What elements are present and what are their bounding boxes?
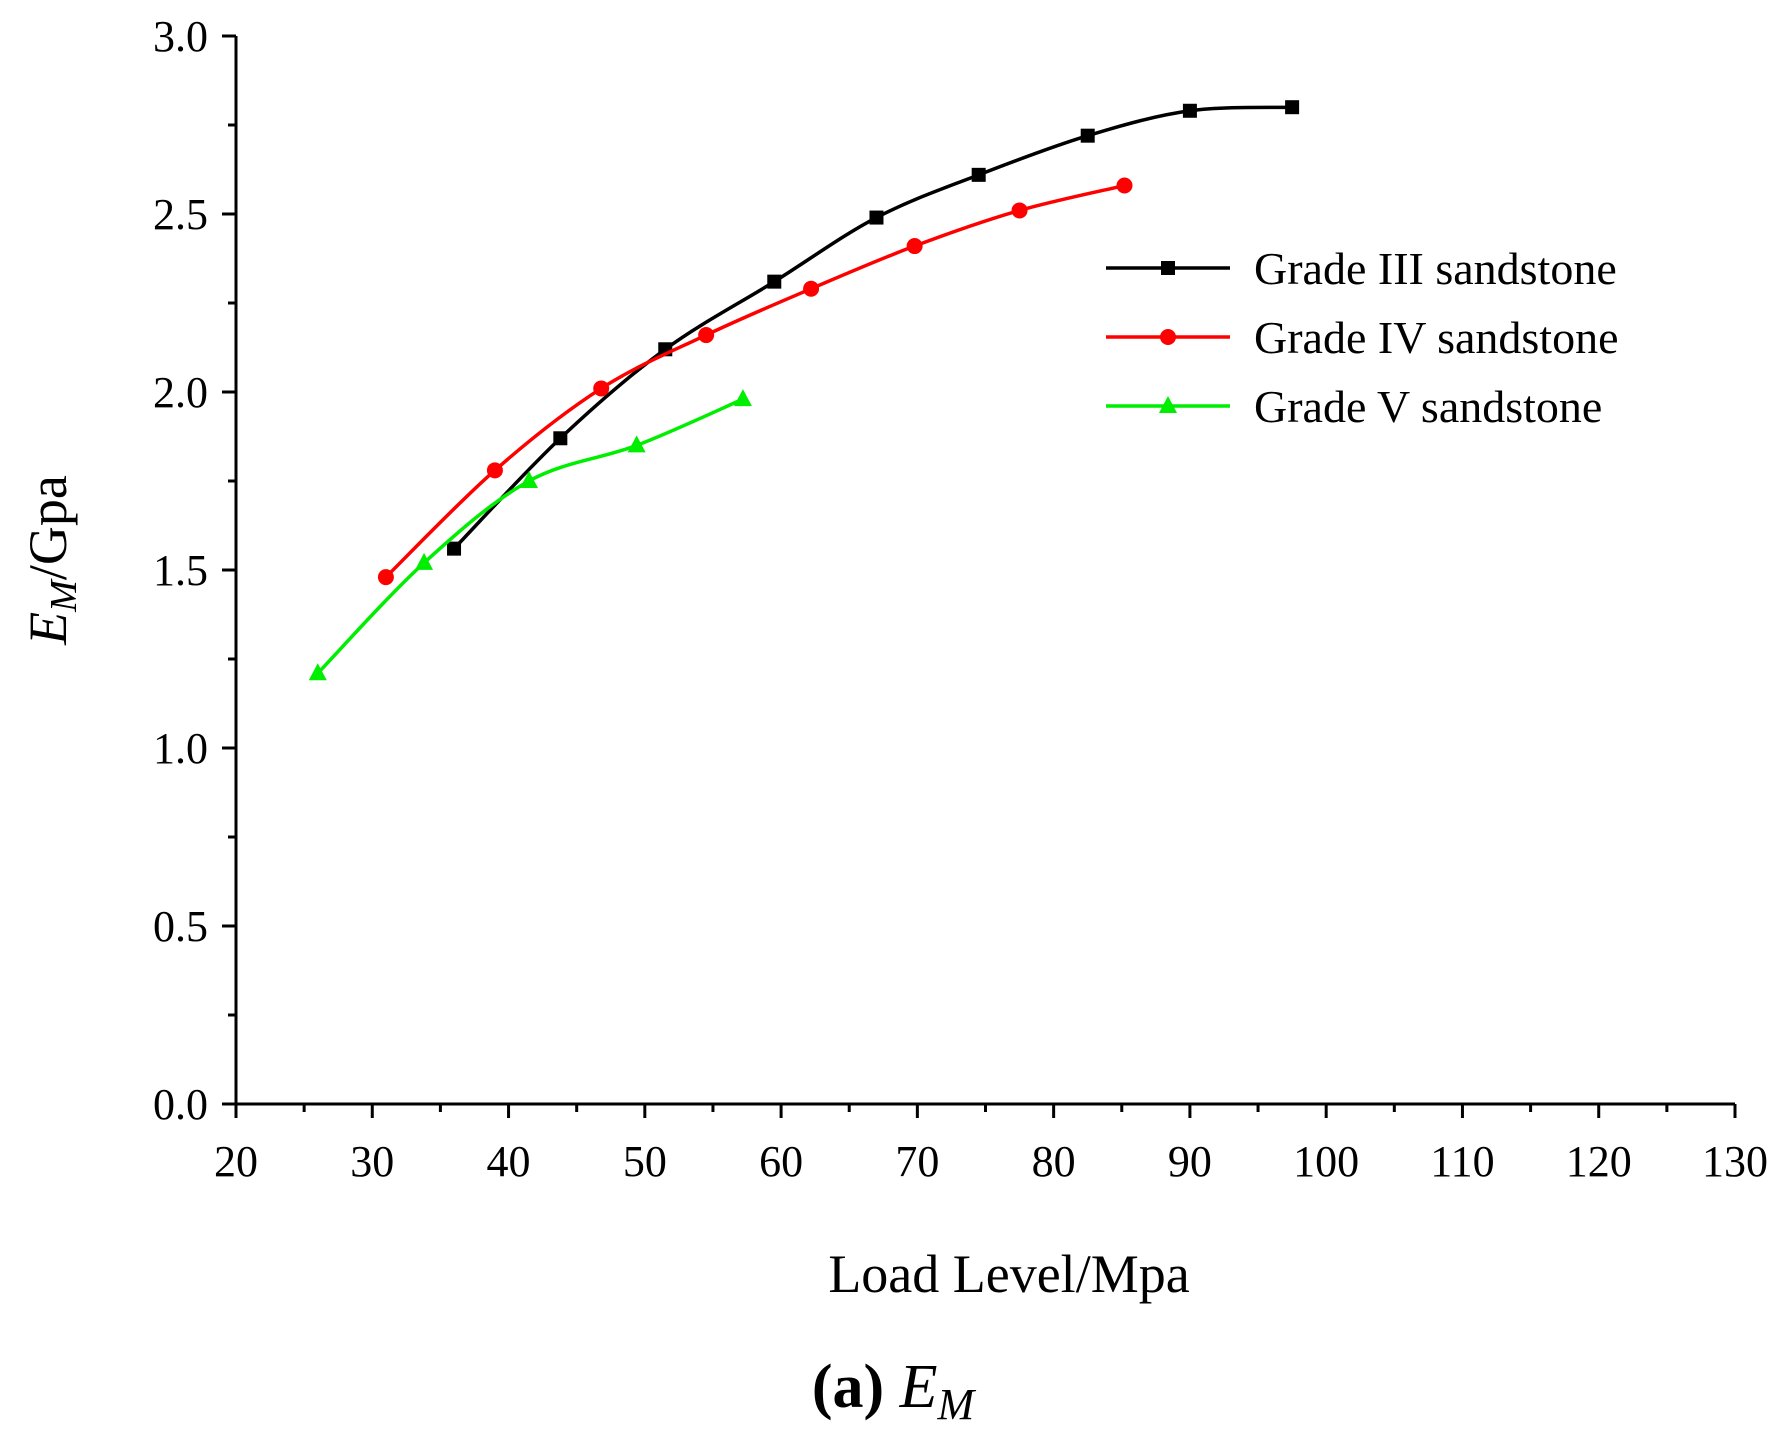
y-axis-title: EM/Gpa: [18, 475, 85, 646]
axes: 20 30 40 50 60 70 80 90 100 110 120 130 0.0 0.5 1.0 1.5…: [153, 12, 1768, 1186]
y-tick-label: 0.0: [153, 1080, 208, 1129]
data-point: [803, 280, 820, 297]
x-tick-label: 50: [623, 1137, 667, 1186]
x-tick-label: 110: [1430, 1137, 1494, 1186]
y-axis-title-symbol: E: [18, 612, 78, 646]
y-tick-label: 2.5: [153, 190, 208, 239]
figure-caption: (a) EM: [812, 1353, 977, 1429]
y-tick-label: 1.5: [153, 546, 208, 595]
data-point: [1116, 177, 1133, 194]
legend-marker-grade-iv-sandstone: [1160, 329, 1176, 345]
legend: Grade III sandstone Grade IV sandstone Gra…: [1106, 243, 1619, 432]
data-point: [415, 552, 434, 570]
data-point: [698, 327, 715, 344]
data-point: [906, 238, 923, 255]
x-tick-label: 90: [1168, 1137, 1212, 1186]
legend-marker-grade-v-sandstone: [1159, 396, 1177, 413]
series-line: [384, 183, 1125, 579]
data-point: [971, 167, 986, 182]
data-point: [593, 380, 610, 397]
y-tick-label: 2.0: [153, 368, 208, 417]
x-axis-title: Load Level/Mpa: [828, 1244, 1189, 1304]
data-point: [869, 210, 884, 225]
data-point: [1182, 103, 1197, 118]
y-tick-label: 3.0: [153, 12, 208, 61]
data-point: [377, 569, 394, 586]
y-axis-title-subscript: M: [43, 578, 85, 613]
x-tick-label: 120: [1566, 1137, 1632, 1186]
data-point: [308, 663, 327, 681]
data-point: [1080, 128, 1095, 143]
data-point: [1285, 100, 1300, 115]
data-point: [733, 389, 752, 407]
data-point: [1011, 202, 1028, 219]
caption-label: (a): [812, 1353, 884, 1421]
x-tick-label: 80: [1032, 1137, 1076, 1186]
legend-label-grade-iii-sandstone: Grade III sandstone: [1254, 243, 1617, 294]
x-tick-label: 70: [895, 1137, 939, 1186]
data-point: [553, 431, 568, 446]
data-point: [486, 462, 503, 479]
series-grade-iv-sandstone: [377, 177, 1133, 586]
legend-marker-grade-iii-sandstone: [1161, 261, 1175, 275]
x-tick-label: 40: [487, 1137, 531, 1186]
y-axis-title-unit: /Gpa: [18, 475, 78, 580]
legend-label-grade-v-sandstone: Grade V sandstone: [1254, 381, 1602, 432]
series-layer: [308, 100, 1300, 681]
x-tick-label: 20: [214, 1137, 258, 1186]
x-tick-label: 60: [759, 1137, 803, 1186]
x-tick-label: 100: [1293, 1137, 1359, 1186]
data-point: [519, 471, 538, 488]
caption-subscript: M: [937, 1380, 977, 1429]
series-grade-v-sandstone: [308, 389, 752, 681]
y-tick-label: 1.0: [153, 724, 208, 773]
y-tick-label: 0.5: [153, 902, 208, 951]
x-tick-label: 30: [350, 1137, 394, 1186]
data-point: [447, 541, 462, 556]
data-point: [627, 435, 646, 453]
caption-symbol: E: [899, 1353, 938, 1421]
x-tick-label: 130: [1702, 1137, 1768, 1186]
series-line: [452, 105, 1293, 550]
legend-label-grade-iv-sandstone: Grade IV sandstone: [1254, 312, 1619, 363]
series-grade-iii-sandstone: [447, 100, 1300, 556]
data-point: [767, 274, 782, 289]
